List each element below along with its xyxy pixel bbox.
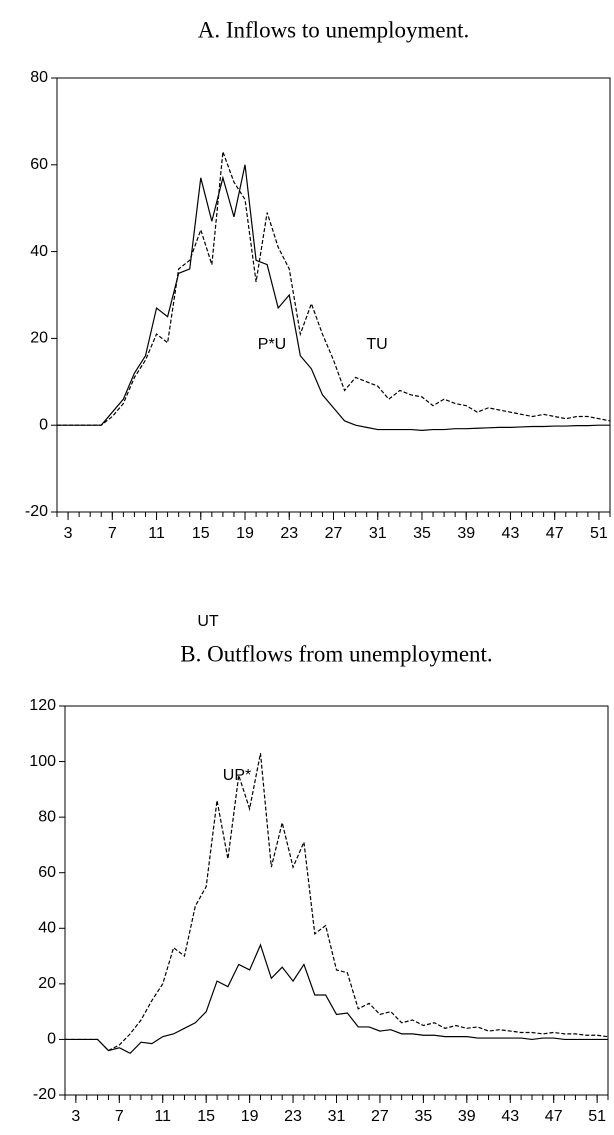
y-tick-label: -20 bbox=[25, 503, 48, 520]
x-tick-label: 11 bbox=[154, 1108, 171, 1125]
y-tick-label: 80 bbox=[38, 808, 56, 825]
x-tick-label: 11 bbox=[148, 525, 165, 542]
y-tick-label: 40 bbox=[38, 920, 56, 937]
x-tick-label: 3 bbox=[71, 1108, 80, 1125]
x-tick-label: 7 bbox=[115, 1108, 124, 1125]
x-tick-label: 23 bbox=[280, 525, 298, 542]
x-tick-label: 19 bbox=[241, 1108, 259, 1125]
series-line bbox=[57, 151, 611, 426]
x-tick-label: 15 bbox=[197, 1108, 215, 1125]
y-tick-label: 80 bbox=[30, 69, 48, 86]
plot-frame bbox=[56, 77, 611, 513]
x-tick-label: 15 bbox=[192, 525, 210, 542]
x-tick-label: 51 bbox=[588, 1108, 606, 1125]
x-tick-label: 43 bbox=[501, 1108, 519, 1125]
series-label: P*U bbox=[258, 336, 286, 353]
x-tick-label: 51 bbox=[590, 525, 608, 542]
x-tick-label: 47 bbox=[546, 525, 564, 542]
x-tick-label: 31 bbox=[328, 1108, 346, 1125]
x-tick-label: 27 bbox=[371, 1108, 389, 1125]
x-tick-label: 23 bbox=[284, 1108, 302, 1125]
series-line bbox=[65, 753, 609, 1052]
y-tick-label: 20 bbox=[30, 330, 48, 347]
y-tick-label: -20 bbox=[33, 1086, 56, 1103]
x-tick-label: 19 bbox=[236, 525, 254, 542]
series-label: UP* bbox=[223, 767, 251, 784]
chart-title: B. Outflows from unemployment. bbox=[180, 641, 492, 666]
series-line bbox=[57, 164, 610, 432]
plot-frame bbox=[64, 705, 609, 1096]
x-tick-label: 39 bbox=[458, 1108, 476, 1125]
y-tick-label: 60 bbox=[30, 156, 48, 173]
y-tick-label: 0 bbox=[47, 1031, 56, 1048]
y-tick-label: 60 bbox=[38, 864, 56, 881]
series-label: TU bbox=[366, 336, 387, 353]
x-tick-label: 35 bbox=[414, 1108, 432, 1125]
x-tick-label: 31 bbox=[369, 525, 387, 542]
series-line bbox=[65, 943, 608, 1055]
y-tick-label: 40 bbox=[30, 243, 48, 260]
y-tick-label: 0 bbox=[39, 416, 48, 433]
x-tick-label: 39 bbox=[457, 525, 475, 542]
y-tick-label: 100 bbox=[29, 753, 56, 770]
x-tick-label: 35 bbox=[413, 525, 431, 542]
x-tick-label: 7 bbox=[108, 525, 117, 542]
x-tick-label: 47 bbox=[545, 1108, 563, 1125]
series-label: UT bbox=[197, 613, 219, 630]
chart-title: A. Inflows to unemployment. bbox=[198, 17, 470, 42]
y-tick-label: 120 bbox=[29, 697, 56, 714]
x-tick-label: 3 bbox=[64, 525, 73, 542]
x-tick-label: 27 bbox=[325, 525, 343, 542]
x-tick-label: 43 bbox=[502, 525, 520, 542]
y-tick-label: 20 bbox=[38, 975, 56, 992]
